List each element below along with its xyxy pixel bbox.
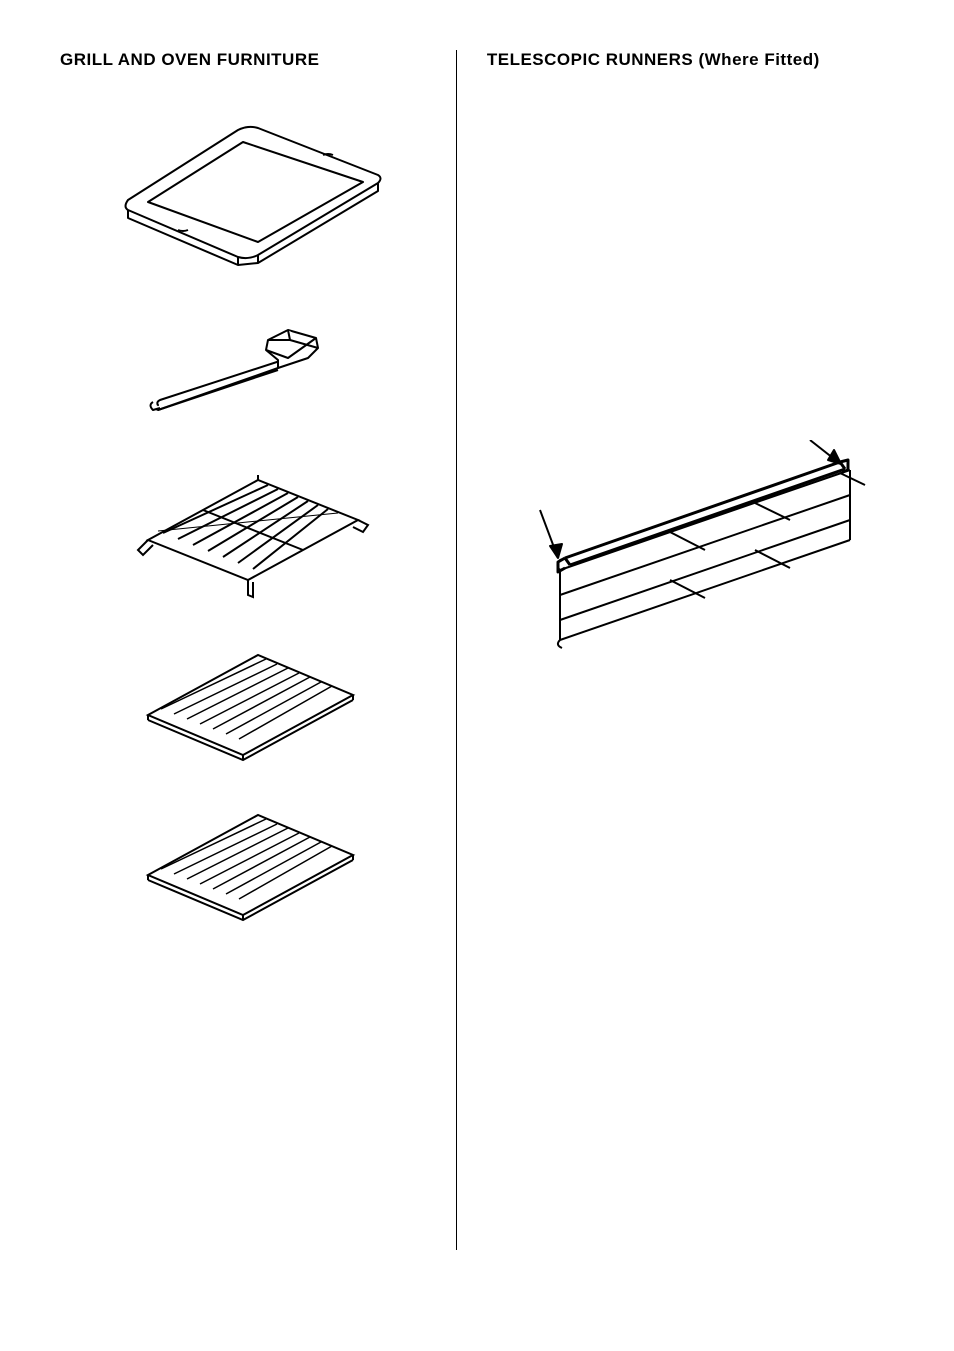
figure-telescopic-runners xyxy=(510,440,870,700)
figure-grill-pan xyxy=(108,110,388,280)
right-heading: TELESCOPIC RUNNERS (Where Fitted) xyxy=(487,50,894,70)
figure-handle xyxy=(138,310,358,430)
figure-wire-shelf-1 xyxy=(128,640,368,770)
left-heading: GRILL AND OVEN FURNITURE xyxy=(60,50,436,70)
right-column: TELESCOPIC RUNNERS (Where Fitted) xyxy=(456,50,894,1250)
figure-wire-shelf-2 xyxy=(128,800,368,930)
figure-grill-shelf xyxy=(118,460,378,610)
left-column: GRILL AND OVEN FURNITURE xyxy=(60,50,456,1250)
